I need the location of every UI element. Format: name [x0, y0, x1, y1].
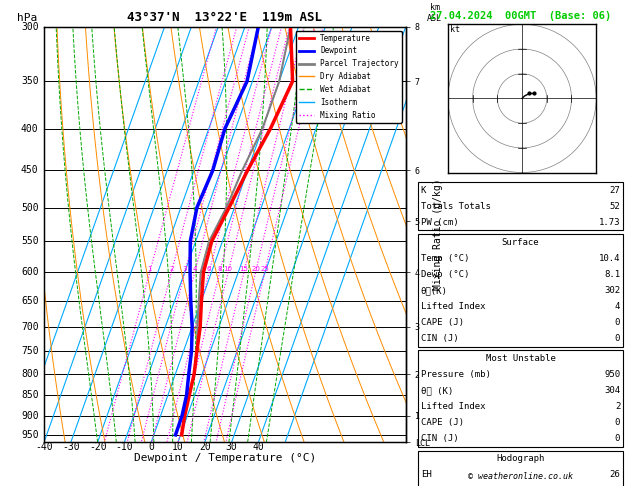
- Text: Surface: Surface: [502, 238, 539, 247]
- Text: 750: 750: [21, 346, 38, 356]
- Text: hPa: hPa: [17, 13, 37, 22]
- Text: 25: 25: [260, 266, 269, 272]
- Text: CAPE (J): CAPE (J): [421, 418, 464, 427]
- Text: 10.4: 10.4: [599, 254, 620, 263]
- Text: θᴇ (K): θᴇ (K): [421, 386, 453, 395]
- Text: 304: 304: [604, 386, 620, 395]
- Text: EH: EH: [421, 470, 431, 479]
- Text: 550: 550: [21, 236, 38, 246]
- Text: 6: 6: [207, 266, 211, 272]
- Text: Hodograph: Hodograph: [496, 454, 545, 463]
- Y-axis label: Mixing Ratio (g/kg): Mixing Ratio (g/kg): [433, 179, 443, 290]
- Text: CIN (J): CIN (J): [421, 434, 459, 443]
- Text: 0: 0: [615, 334, 620, 343]
- Text: -20: -20: [89, 442, 106, 452]
- Text: 8: 8: [218, 266, 222, 272]
- Text: © weatheronline.co.uk: © weatheronline.co.uk: [468, 472, 573, 481]
- Text: 450: 450: [21, 165, 38, 175]
- Legend: Temperature, Dewpoint, Parcel Trajectory, Dry Adiabat, Wet Adiabat, Isotherm, Mi: Temperature, Dewpoint, Parcel Trajectory…: [296, 31, 402, 122]
- Text: 40: 40: [252, 442, 264, 452]
- Text: Pressure (mb): Pressure (mb): [421, 370, 491, 379]
- Text: 10: 10: [224, 266, 233, 272]
- Text: 300: 300: [21, 22, 38, 32]
- Text: 950: 950: [21, 430, 38, 440]
- Text: K: K: [421, 186, 426, 195]
- Text: Lifted Index: Lifted Index: [421, 402, 486, 411]
- Text: -40: -40: [35, 442, 53, 452]
- Text: CIN (J): CIN (J): [421, 334, 459, 343]
- Text: Totals Totals: Totals Totals: [421, 202, 491, 211]
- Text: 302: 302: [604, 286, 620, 295]
- Text: CAPE (J): CAPE (J): [421, 318, 464, 327]
- Text: 650: 650: [21, 295, 38, 306]
- Text: 26: 26: [610, 470, 620, 479]
- Text: Most Unstable: Most Unstable: [486, 354, 555, 363]
- Text: 1.73: 1.73: [599, 218, 620, 227]
- Text: 600: 600: [21, 267, 38, 277]
- Text: 4: 4: [192, 266, 197, 272]
- Text: 30: 30: [226, 442, 237, 452]
- Text: 20: 20: [251, 266, 260, 272]
- Text: 3: 3: [182, 266, 187, 272]
- Text: 700: 700: [21, 322, 38, 332]
- Text: 2: 2: [615, 402, 620, 411]
- Text: Dewp (°C): Dewp (°C): [421, 270, 469, 279]
- Text: -30: -30: [62, 442, 80, 452]
- Text: 8.1: 8.1: [604, 270, 620, 279]
- Text: 20: 20: [199, 442, 211, 452]
- Text: kt: kt: [450, 25, 460, 34]
- Text: 1: 1: [147, 266, 152, 272]
- Text: θᴇ(K): θᴇ(K): [421, 286, 448, 295]
- Text: -10: -10: [116, 442, 133, 452]
- Text: 950: 950: [604, 370, 620, 379]
- Text: Temp (°C): Temp (°C): [421, 254, 469, 263]
- Text: 0: 0: [615, 434, 620, 443]
- Text: 52: 52: [610, 202, 620, 211]
- Text: km
ASL: km ASL: [427, 3, 442, 22]
- Text: 27.04.2024  00GMT  (Base: 06): 27.04.2024 00GMT (Base: 06): [430, 11, 611, 21]
- Text: 350: 350: [21, 76, 38, 87]
- Text: 4: 4: [615, 302, 620, 311]
- Text: 15: 15: [240, 266, 248, 272]
- Text: 0: 0: [615, 318, 620, 327]
- Text: 0: 0: [148, 442, 154, 452]
- Text: 900: 900: [21, 411, 38, 421]
- Text: 850: 850: [21, 390, 38, 400]
- Text: PW (cm): PW (cm): [421, 218, 459, 227]
- Text: Lifted Index: Lifted Index: [421, 302, 486, 311]
- Text: 10: 10: [172, 442, 184, 452]
- Text: 2: 2: [169, 266, 174, 272]
- Text: 400: 400: [21, 123, 38, 134]
- Text: 500: 500: [21, 203, 38, 212]
- X-axis label: Dewpoint / Temperature (°C): Dewpoint / Temperature (°C): [134, 452, 316, 463]
- Title: 43°37'N  13°22'E  119m ASL: 43°37'N 13°22'E 119m ASL: [127, 11, 323, 24]
- Text: 0: 0: [615, 418, 620, 427]
- Text: 27: 27: [610, 186, 620, 195]
- Text: 800: 800: [21, 369, 38, 379]
